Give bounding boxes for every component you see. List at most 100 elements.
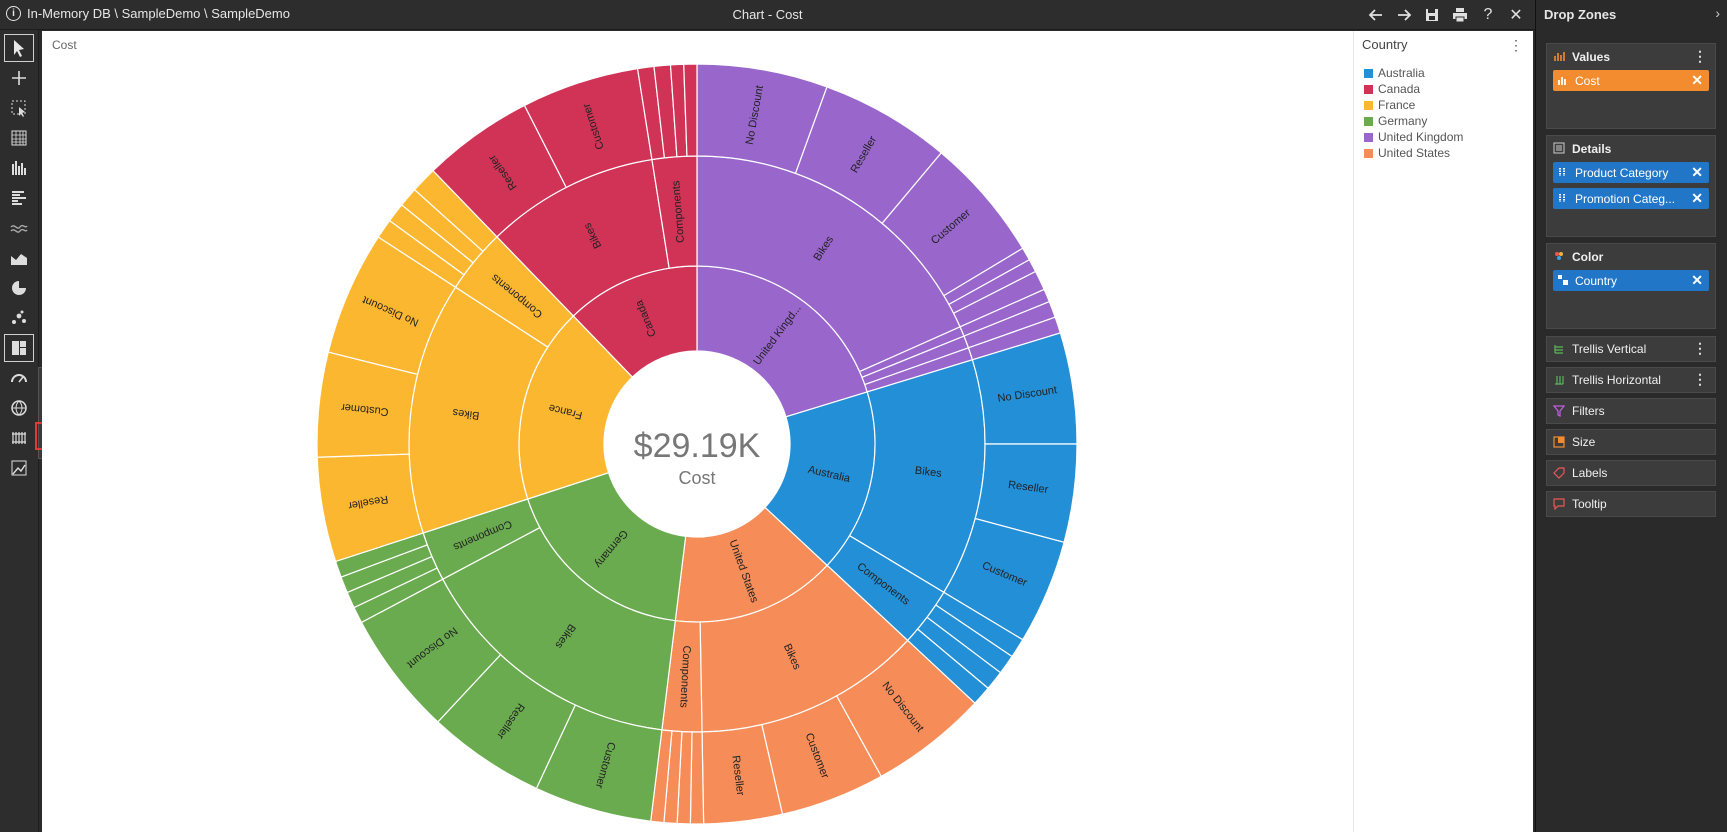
size-icon <box>1553 436 1565 448</box>
trellis-vertical-icon <box>1554 345 1563 354</box>
trellis-horizontal-menu-icon[interactable]: ⋮ <box>1693 371 1707 387</box>
legend-swatch <box>1364 84 1373 94</box>
hierarchy-icon <box>1558 275 1568 285</box>
center-label: Cost <box>678 468 715 488</box>
back-arrow-icon[interactable] <box>1365 4 1387 26</box>
tooltip-zone[interactable]: Tooltip <box>1546 491 1716 517</box>
details-zone[interactable]: Details Product Category ✕ Promotion Cat… <box>1546 135 1716 237</box>
legend-label: Germany <box>1378 114 1428 128</box>
trellis-vertical-zone[interactable]: Trellis Vertical ⋮ <box>1546 336 1716 362</box>
sunburst-label: Components <box>677 645 692 708</box>
measure-icon <box>1558 77 1566 85</box>
legend-label: Australia <box>1378 66 1425 80</box>
cost-pill[interactable]: Cost ✕ <box>1553 70 1709 91</box>
values-zone[interactable]: Values ⋮ Cost ✕ <box>1546 43 1716 129</box>
line-chart-icon[interactable] <box>4 214 34 242</box>
legend-swatch <box>1364 68 1373 78</box>
size-title: Size <box>1572 435 1596 449</box>
pill-label: Product Category <box>1575 165 1669 180</box>
save-icon[interactable] <box>1421 4 1443 26</box>
collapse-panel-icon[interactable]: › <box>1715 5 1720 21</box>
legend-item-germany[interactable]: Germany <box>1364 113 1463 129</box>
crosshair-icon[interactable] <box>4 64 34 92</box>
trellis-vertical-menu-icon[interactable]: ⋮ <box>1693 340 1707 356</box>
pill-label: Cost <box>1575 73 1600 88</box>
color-zone[interactable]: Color Country ✕ <box>1546 243 1716 329</box>
analytics-icon[interactable] <box>4 454 34 482</box>
promotion-category-pill[interactable]: Promotion Categ... ✕ <box>1553 188 1709 209</box>
print-icon[interactable] <box>1449 4 1471 26</box>
center-value: $29.19K <box>634 427 761 465</box>
size-zone[interactable]: Size <box>1546 429 1716 455</box>
legend-label: United Kingdom <box>1378 130 1464 144</box>
scatter-icon[interactable] <box>4 304 34 332</box>
labels-title: Labels <box>1572 466 1608 480</box>
legend-menu-icon[interactable]: ⋮ <box>1509 37 1523 53</box>
legend-item-canada[interactable]: Canada <box>1364 81 1463 97</box>
legend-item-france[interactable]: France <box>1364 97 1463 113</box>
gauge-icon[interactable] <box>4 364 34 392</box>
map-icon[interactable] <box>4 394 34 422</box>
values-icon <box>1554 52 1565 61</box>
labels-zone[interactable]: Labels <box>1546 460 1716 486</box>
grid-icon[interactable] <box>4 424 34 452</box>
legend-label: Canada <box>1378 82 1421 96</box>
select-region-icon[interactable] <box>4 94 34 122</box>
chart-title: Cost <box>52 38 77 52</box>
pill-label: Country <box>1575 273 1618 288</box>
label-tag-icon <box>1553 467 1565 479</box>
color-title: Color <box>1572 250 1604 264</box>
country-pill[interactable]: Country ✕ <box>1553 270 1709 291</box>
pointer-icon[interactable] <box>4 34 34 62</box>
tooltip-title: Tooltip <box>1572 497 1607 511</box>
tooltip-icon <box>1553 498 1565 510</box>
info-icon[interactable]: i <box>6 6 21 21</box>
legend-item-australia[interactable]: Australia <box>1364 65 1463 81</box>
title-bar: i In-Memory DB \ SampleDemo \ SampleDemo… <box>0 0 1535 30</box>
drop-zones-panel: Drop Zones › Values ⋮ Cost ✕ Details Pro… <box>1535 0 1727 832</box>
window-title: Chart - Cost <box>732 7 803 22</box>
legend-item-united-kingdom[interactable]: United Kingdom <box>1364 129 1463 145</box>
sunburst-segment-segment[interactable] <box>689 731 705 825</box>
breadcrumb: i In-Memory DB \ SampleDemo \ SampleDemo <box>6 6 290 21</box>
trellis-horizontal-zone[interactable]: Trellis Horizontal ⋮ <box>1546 367 1716 393</box>
filters-title: Filters <box>1572 404 1605 418</box>
legend-label: United States <box>1378 146 1451 160</box>
sunburst-segment-segment[interactable] <box>683 63 698 157</box>
remove-cost-icon[interactable]: ✕ <box>1691 72 1703 88</box>
chart-type-toolbar <box>0 30 39 832</box>
legend-label: France <box>1378 98 1416 112</box>
drag-handle-icon <box>1559 168 1565 176</box>
remove-promotion-category-icon[interactable]: ✕ <box>1691 190 1703 206</box>
legend-item-united-states[interactable]: United States <box>1364 145 1463 161</box>
legend-list: Australia Canada France Germany United K… <box>1364 65 1463 161</box>
remove-product-category-icon[interactable]: ✕ <box>1691 164 1703 180</box>
area-chart-icon[interactable] <box>4 244 34 272</box>
legend-panel: Country ⋮ Australia Canada France German… <box>1353 31 1533 832</box>
product-category-pill[interactable]: Product Category ✕ <box>1553 162 1709 183</box>
legend-swatch <box>1364 116 1373 126</box>
close-icon[interactable]: ✕ <box>1509 7 1523 24</box>
remove-country-icon[interactable]: ✕ <box>1691 272 1703 288</box>
forward-arrow-icon[interactable] <box>1393 4 1415 26</box>
pill-label: Promotion Categ... <box>1575 191 1676 206</box>
sunburst-label: Reseller <box>729 755 746 797</box>
details-icon <box>1553 142 1565 154</box>
drag-handle-icon <box>1559 194 1565 202</box>
hierarchy-chart-icon[interactable] <box>4 334 34 362</box>
values-menu-icon[interactable]: ⋮ <box>1693 48 1707 64</box>
bar-chart-icon[interactable] <box>4 184 34 212</box>
breadcrumb-path: In-Memory DB \ SampleDemo \ SampleDemo <box>27 6 290 21</box>
legend-swatch <box>1364 132 1373 142</box>
sunburst-label: Bikes <box>914 465 943 480</box>
table-icon[interactable] <box>4 124 34 152</box>
legend-swatch <box>1364 148 1373 158</box>
pie-chart-icon[interactable] <box>4 274 34 302</box>
column-chart-icon[interactable] <box>4 154 34 182</box>
filters-zone[interactable]: Filters <box>1546 398 1716 424</box>
sunburst-label: Reseller <box>1007 479 1049 496</box>
help-icon[interactable]: ? <box>1483 6 1493 23</box>
sunburst-label: Customer <box>340 401 389 418</box>
chart-canvas: Cost United Kingd... Bikes No Discount Rese… <box>42 31 1533 832</box>
